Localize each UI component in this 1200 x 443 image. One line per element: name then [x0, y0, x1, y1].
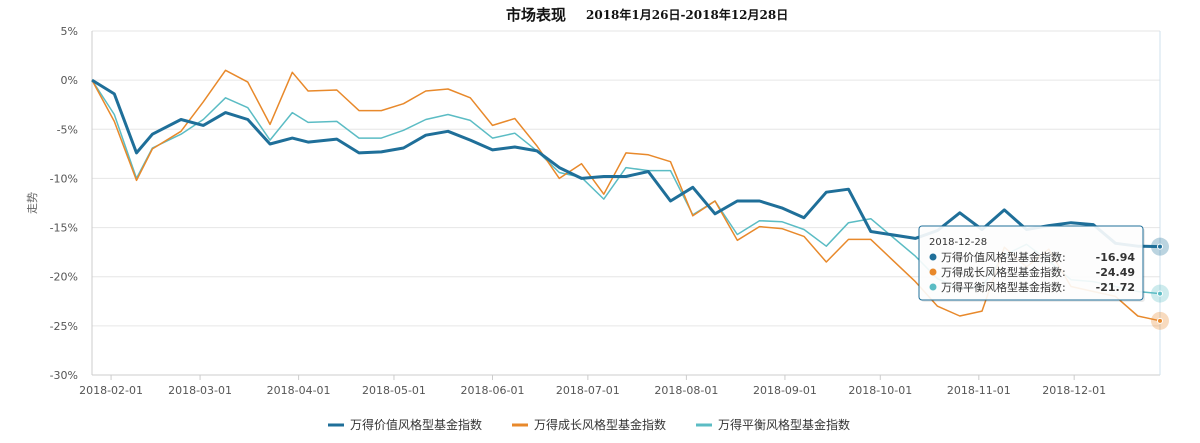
x-tick-label: 2018-04-01 [267, 384, 331, 397]
x-tick-label: 2018-05-01 [362, 384, 426, 397]
x-tick-label: 2018-06-01 [461, 384, 525, 397]
tooltip-series-label: 万得平衡风格型基金指数: [941, 280, 1066, 294]
chart-subtitle: 2018年1月26日-2018年12月28日 [586, 7, 788, 22]
tooltip-value: -21.72 [1096, 281, 1135, 294]
y-tick-label: -20% [50, 271, 78, 284]
tooltip-bullet [929, 283, 937, 291]
tooltip-box [918, 225, 1144, 301]
tooltip-bullet [929, 253, 937, 261]
legend-label[interactable]: 万得成长风格型基金指数 [534, 417, 666, 432]
data-point [1157, 290, 1163, 297]
tooltip-date: 2018-12-28 [929, 237, 987, 248]
axes: 5% 0% -5% -10% -15% -20% -25% -30%2018-02-01 201… [50, 25, 1161, 397]
tooltip-bullet [929, 268, 937, 276]
x-tick-label: 2018-02-01 [79, 384, 143, 397]
title-background [503, 4, 575, 26]
x-tick-label: 2018-03-01 [168, 384, 232, 397]
chart-title-group: 市场表现 2018年1月26日-2018年12月28日 [503, 4, 788, 26]
tooltip-series-label: 万得成长风格型基金指数: [941, 265, 1066, 279]
hover-markers [1151, 237, 1169, 330]
tooltip: 2018-12-28 万得价值风格型基金指数: -16.94 万得成长风格型基金指数:… [918, 225, 1145, 302]
x-tick-label: 2018-10-01 [848, 384, 912, 397]
tooltip-value: -16.94 [1096, 251, 1136, 264]
y-tick-label: -30% [50, 369, 78, 382]
data-point [1157, 317, 1163, 324]
data-point [1157, 243, 1163, 250]
y-tick-label: -5% [57, 123, 78, 136]
y-tick-label: -15% [50, 222, 78, 235]
legend-label[interactable]: 万得价值风格型基金指数 [350, 417, 482, 432]
y-tick-label: -10% [50, 172, 78, 185]
y-tick-label: -25% [50, 320, 78, 333]
x-tick-label: 2018-09-01 [753, 384, 817, 397]
series-line [91, 78, 1161, 249]
chart-title: 市场表现 [506, 6, 566, 24]
grid [92, 30, 1160, 376]
y-tick-label: 5% [61, 25, 78, 38]
x-tick-label: 2018-08-01 [654, 384, 718, 397]
x-tick-label: 2018-11-01 [947, 384, 1011, 397]
legend: 万得价值风格型基金指数 万得成长风格型基金指数 万得平衡风格型基金指数 [328, 417, 850, 432]
y-axis-label: 走势 [26, 192, 39, 214]
y-tick-label: 0% [61, 74, 78, 87]
legend-label[interactable]: 万得平衡风格型基金指数 [718, 417, 850, 432]
tooltip-value: -24.49 [1096, 266, 1135, 279]
x-tick-label: 2018-07-01 [556, 384, 620, 397]
x-tick-label: 2018-12-01 [1042, 384, 1106, 397]
tooltip-series-label: 万得价值风格型基金指数: [941, 250, 1066, 264]
